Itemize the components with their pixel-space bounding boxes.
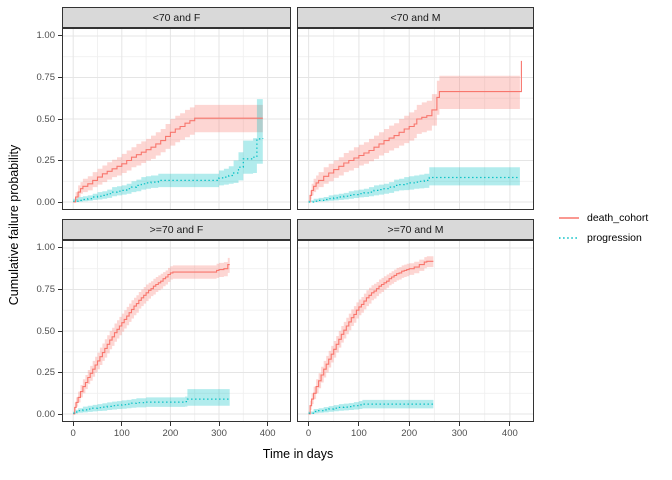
facet-strip-label: <70 and M [390, 11, 441, 24]
x-tick [121, 422, 123, 426]
x-tick [169, 422, 171, 426]
facet-panel-lt70-f [62, 28, 291, 210]
x-tick-label: 100 [113, 428, 130, 439]
facet-panel-ge70-f [62, 240, 291, 422]
facet-strip-ge70-f: >=70 and F [62, 219, 291, 240]
y-tick [58, 288, 62, 290]
x-tick-label: 300 [211, 428, 227, 439]
y-tick-label: 1.00 [36, 30, 56, 42]
x-tick-label: 200 [162, 428, 179, 439]
y-tick-label: 0.00 [36, 196, 56, 208]
y-tick [58, 372, 62, 373]
death-cohort-ribbon [308, 75, 520, 202]
x-tick-label: 400 [501, 428, 518, 439]
x-tick [509, 422, 511, 426]
x-tick-label: 0 [70, 428, 76, 439]
legend-key-solid-line-icon [559, 217, 579, 219]
x-tick-label: 300 [451, 428, 468, 439]
death-cohort-ribbon [308, 256, 434, 414]
y-tick [58, 76, 62, 78]
y-tick-label: 0.75 [36, 283, 56, 295]
facet-strip-ge70-m: >=70 and M [297, 219, 534, 240]
death-cohort-line [308, 60, 522, 203]
y-tick-label: 0.00 [36, 408, 56, 420]
facet-strip-lt70-f: <70 and F [62, 7, 291, 28]
progression-ribbon [308, 399, 434, 414]
y-tick-label: 0.50 [36, 113, 56, 125]
death-cohort-line [73, 264, 230, 415]
y-tick-label: 1.00 [36, 242, 56, 254]
x-tick [459, 422, 461, 426]
x-tick-label: 100 [350, 428, 367, 439]
y-tick-label: 0.75 [36, 71, 56, 83]
facet-strip-label: <70 and F [152, 11, 201, 24]
death-cohort-line [308, 260, 434, 415]
legend-key-dotted-line-icon [559, 237, 579, 239]
x-tick [308, 422, 310, 426]
y-tick-label: 0.50 [36, 325, 56, 337]
legend-label: progression [587, 232, 642, 244]
y-tick [58, 35, 62, 37]
progression-ribbon [73, 98, 263, 202]
progression-line [308, 176, 520, 203]
y-tick [58, 330, 62, 332]
facet-strip-lt70-m: <70 and M [297, 7, 534, 28]
facet-panel-ge70-m [297, 240, 534, 422]
y-tick [58, 201, 62, 203]
progression-line [73, 398, 230, 414]
x-axis-title: Time in days [262, 447, 334, 461]
y-tick [58, 118, 62, 120]
death-cohort-ribbon [73, 104, 263, 202]
facet-strip-label: >=70 and F [149, 223, 204, 236]
legend-item-progression: progression [558, 232, 648, 244]
x-tick [72, 422, 74, 426]
y-tick-label: 0.25 [36, 367, 56, 378]
facet-strip-label: >=70 and M [387, 223, 444, 236]
x-tick [358, 422, 360, 426]
x-tick [267, 422, 269, 426]
y-tick [58, 160, 62, 161]
legend-label: death_cohort [587, 212, 649, 224]
y-tick-label: 0.25 [36, 155, 56, 166]
facet-panel-lt70-m [297, 28, 534, 210]
y-tick [58, 413, 62, 415]
death-cohort-line [73, 117, 263, 203]
x-tick [408, 422, 410, 426]
y-axis-title: Cumulative failure probability [7, 144, 21, 306]
x-tick [218, 422, 220, 426]
legend: death_cohort progression [558, 212, 648, 244]
x-tick-label: 0 [305, 428, 312, 439]
x-tick-label: 200 [401, 428, 418, 439]
x-tick-label: 400 [259, 428, 276, 439]
legend-item-death-cohort: death_cohort [558, 212, 648, 224]
y-tick [58, 247, 62, 249]
